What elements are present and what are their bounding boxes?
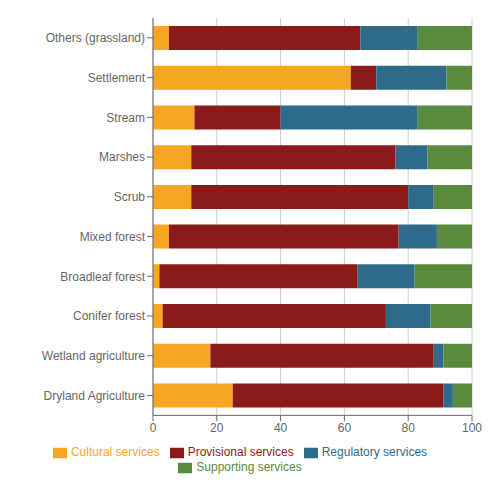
svg-text:Conifer forest: Conifer forest xyxy=(73,309,146,323)
svg-text:Marshes: Marshes xyxy=(99,150,145,164)
html-text:Cultural services: Cultural services xyxy=(70,445,160,460)
svg-text:Wetland agriculture: Wetland agriculture xyxy=(42,349,145,363)
svg-text:Dryland Agriculture: Dryland Agriculture xyxy=(44,389,146,403)
html-text:Supporting services: Supporting services xyxy=(196,460,302,475)
svg-text:Stream: Stream xyxy=(106,111,145,125)
svg-text:0: 0 xyxy=(150,421,157,435)
html-text:Regulatory services: Regulatory services xyxy=(321,445,428,460)
svg-text:Mixed forest: Mixed forest xyxy=(80,230,146,244)
svg-text:40: 40 xyxy=(274,421,288,435)
svg-text:20: 20 xyxy=(210,421,224,435)
svg-text:80: 80 xyxy=(402,421,416,435)
svg-text:Settlement: Settlement xyxy=(88,71,146,85)
svg-text:60: 60 xyxy=(338,421,352,435)
html-text:Provisional services: Provisional services xyxy=(187,445,294,460)
svg-text:Others (grassland): Others (grassland) xyxy=(46,31,145,45)
svg-text:Scrub: Scrub xyxy=(114,190,146,204)
svg-text:100: 100 xyxy=(462,421,482,435)
svg-text:Broadleaf forest: Broadleaf forest xyxy=(60,270,145,284)
